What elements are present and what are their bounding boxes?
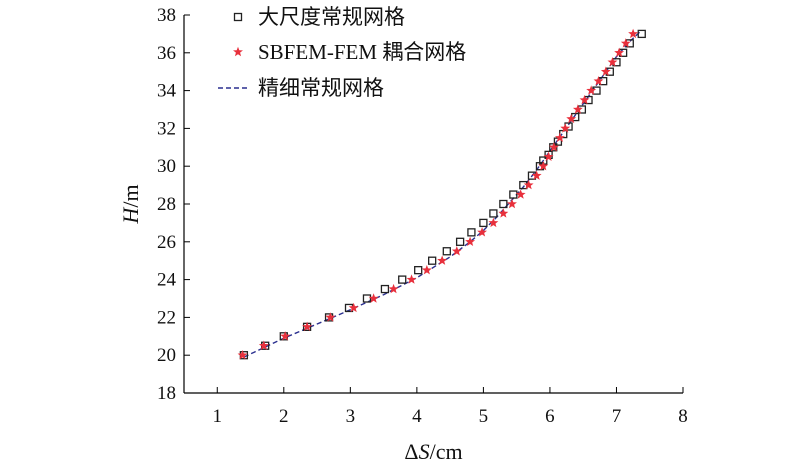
data-point-sbfem-fem: [437, 255, 448, 265]
data-point-sbfem-fem: [600, 66, 611, 76]
y-tick-label: 36: [157, 43, 176, 64]
x-tick-label: 2: [279, 406, 289, 427]
y-tick-label: 20: [157, 345, 176, 366]
plot-area: [237, 28, 646, 360]
data-point-sbfem-fem: [586, 85, 597, 95]
y-tick-label: 22: [157, 307, 176, 328]
data-point-sbfem-fem: [548, 142, 559, 152]
x-tick-label: 7: [612, 406, 622, 427]
data-point-sbfem-fem: [515, 189, 526, 199]
data-point-sbfem-fem: [560, 123, 571, 133]
y-tick-label: 32: [157, 118, 176, 139]
data-point-coarse-mesh: [380, 284, 390, 294]
data-point-coarse-mesh: [442, 247, 451, 256]
data-point-sbfem-fem: [348, 302, 359, 313]
data-point-coarse-mesh: [362, 294, 372, 303]
data-point-sbfem-fem: [507, 198, 517, 209]
data-point-sbfem-fem: [607, 57, 618, 67]
y-tick-label: 38: [157, 5, 176, 26]
y-tick-label: 28: [157, 194, 176, 215]
data-point-coarse-mesh: [499, 199, 508, 209]
data-point-sbfem-fem: [614, 47, 625, 58]
data-point-sbfem-fem: [421, 264, 432, 275]
x-tick-label: 8: [678, 406, 688, 427]
x-tick-label: 1: [213, 406, 223, 427]
data-point-coarse-mesh: [455, 237, 465, 246]
data-point-sbfem-fem: [566, 113, 577, 124]
data-point-sbfem-fem: [406, 274, 417, 284]
data-point-sbfem-fem: [465, 236, 476, 247]
data-point-coarse-mesh: [509, 190, 518, 199]
y-tick-label: 30: [157, 156, 176, 177]
legend-symbol-coarse-mesh: [233, 12, 243, 22]
x-axis-title-part: /cm: [430, 439, 463, 464]
legend-label: SBFEM-FEM 耦合网格: [258, 40, 466, 64]
data-point-sbfem-fem: [451, 246, 462, 256]
x-axis-title-part: S: [419, 439, 430, 464]
legend-label: 精细常规网格: [258, 76, 384, 100]
data-point-sbfem-fem: [572, 104, 583, 114]
y-tick-label: 18: [157, 383, 176, 404]
y-axis-title-part: /m: [118, 184, 143, 207]
data-point-sbfem-fem: [554, 132, 565, 143]
data-point-sbfem-fem: [628, 28, 639, 39]
data-point-sbfem-fem: [543, 151, 554, 161]
data-point-coarse-mesh: [479, 218, 488, 228]
x-axis-title-part: Δ: [404, 439, 418, 464]
data-point-coarse-mesh: [398, 275, 407, 284]
data-point-sbfem-fem: [593, 75, 604, 86]
data-point-sbfem-fem: [388, 283, 399, 294]
data-point-coarse-mesh: [467, 228, 476, 237]
y-tick-label: 34: [157, 81, 177, 102]
data-point-sbfem-fem: [488, 217, 499, 228]
y-tick-label: 24: [157, 270, 177, 291]
x-tick-label: 5: [479, 406, 489, 427]
data-point-sbfem-fem: [538, 161, 549, 171]
legend-label: 大尺度常规网格: [258, 5, 405, 29]
data-point-sbfem-fem: [237, 350, 248, 360]
data-point-coarse-mesh: [637, 29, 646, 39]
y-axis-title: H/m: [118, 184, 143, 224]
data-point-sbfem-fem: [523, 179, 534, 190]
x-tick-label: 6: [545, 406, 555, 427]
data-point-sbfem-fem: [620, 38, 631, 48]
data-point-sbfem-fem: [368, 293, 379, 303]
data-point-sbfem-fem: [325, 312, 336, 322]
legend-symbol-sbfem-fem: [233, 46, 243, 57]
data-point-coarse-mesh: [428, 256, 437, 265]
data-point-sbfem-fem: [579, 94, 590, 105]
data-point-coarse-mesh: [489, 209, 498, 218]
x-tick-label: 4: [412, 406, 422, 427]
data-point-sbfem-fem: [280, 331, 291, 341]
y-tick-label: 26: [157, 232, 176, 253]
data-point-coarse-mesh: [414, 265, 423, 275]
x-tick-label: 3: [346, 406, 356, 427]
data-point-sbfem-fem: [498, 208, 509, 218]
data-point-sbfem-fem: [531, 170, 542, 180]
y-axis-title-part: H: [118, 207, 143, 225]
data-point-sbfem-fem: [302, 321, 313, 332]
data-point-sbfem-fem: [258, 340, 269, 350]
data-point-sbfem-fem: [477, 227, 488, 237]
x-axis-title: ΔS/cm: [404, 439, 462, 464]
